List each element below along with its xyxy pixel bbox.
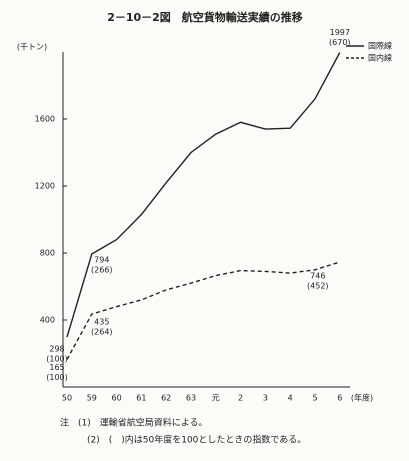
value-label: 794 [94, 256, 109, 265]
x-tick-label: 60 [112, 394, 122, 403]
x-tick-label: 61 [136, 394, 146, 403]
x-tick-label: 59 [87, 394, 97, 403]
series-line [66, 261, 341, 360]
x-tick-label: 6 [337, 394, 342, 403]
x-tick-label: 50 [62, 394, 72, 403]
y-axis-label: (千トン) [17, 42, 47, 52]
index-label: (266) [91, 266, 113, 275]
x-tick-label: 元 [212, 394, 220, 403]
y-tick-label: 1200 [35, 182, 55, 191]
value-label: 746 [310, 272, 325, 281]
y-tick-label: 1600 [35, 115, 55, 124]
series-line [66, 52, 341, 338]
value-label: 298 [49, 345, 64, 354]
index-label: (452) [307, 282, 329, 291]
x-tick-label: 2 [238, 394, 243, 403]
chart-title: 2－10－2図 航空貨物輸送実績の推移 [107, 10, 303, 24]
value-label: 435 [94, 318, 109, 327]
x-tick-label: 62 [161, 394, 171, 403]
x-tick-label: 3 [263, 394, 268, 403]
index-label: (100) [46, 373, 68, 382]
y-tick-label: 800 [40, 249, 55, 258]
index-label: (100) [46, 355, 68, 364]
note: (2) ( )内は50年度を100としたときの指数である。 [87, 434, 306, 446]
index-label: (264) [91, 328, 113, 337]
legend-label: 国際線 [368, 41, 392, 51]
y-tick-label: 400 [40, 316, 55, 325]
x-tick-label: 4 [288, 394, 293, 403]
value-label: 165 [49, 363, 64, 372]
x-tick-label: 63 [186, 394, 196, 403]
legend-label: 国内線 [368, 53, 392, 63]
x-axis-label: (年度) [351, 393, 373, 403]
x-tick-label: 5 [312, 394, 317, 403]
value-label: 1997 [330, 28, 350, 37]
note: 注 (1) 運輸省航空局資料による。 [60, 417, 207, 429]
index-label: (670) [329, 38, 351, 47]
